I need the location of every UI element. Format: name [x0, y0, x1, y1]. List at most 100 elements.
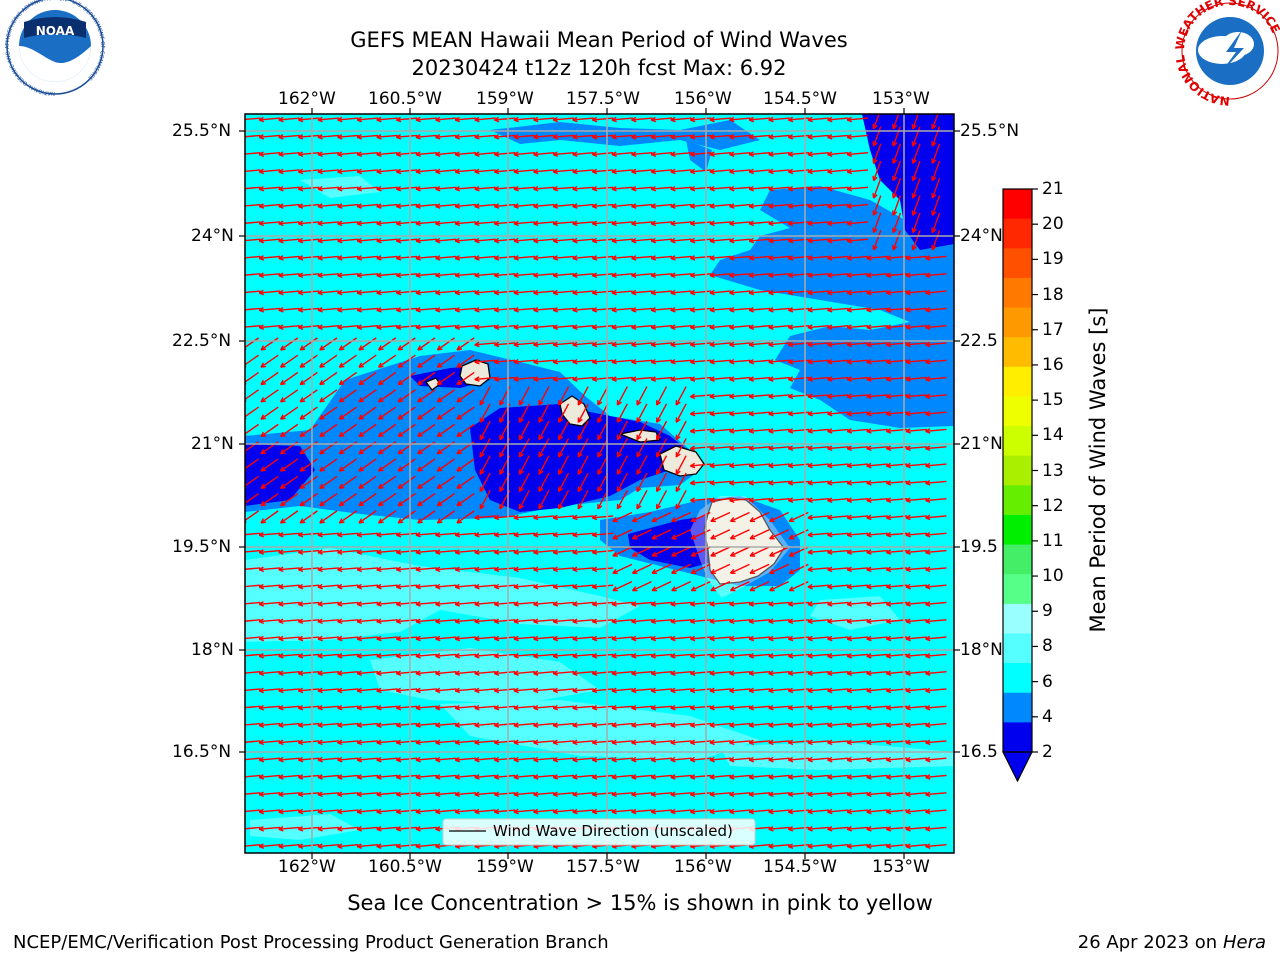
wave-arrow-shaft [847, 740, 869, 744]
wave-arrow-head [846, 445, 853, 452]
wave-arrow-head [572, 774, 578, 780]
wave-arrow-shaft [749, 792, 771, 796]
wave-arrow-shaft [592, 809, 614, 813]
wave-arrow-shaft [513, 532, 535, 536]
wave-arrow-shaft [592, 636, 614, 640]
wave-arrow-head [729, 497, 735, 503]
wave-arrow-head [675, 434, 681, 441]
wave-arrow-head [787, 168, 794, 175]
wave-arrow-shaft [553, 169, 575, 173]
wave-arrow-shaft [807, 273, 829, 277]
wave-arrow-head [827, 151, 833, 157]
wave-arrow-head [729, 203, 735, 209]
wave-arrow-shaft [415, 774, 437, 779]
wave-arrow-shaft [415, 567, 437, 571]
wave-arrow-head [533, 514, 539, 521]
wave-arrow-head [650, 203, 657, 209]
wave-arrow-shaft [553, 809, 575, 813]
wave-arrow-head [591, 203, 598, 209]
wave-arrow-head [435, 185, 441, 192]
wave-arrow-shaft [616, 420, 628, 440]
wave-arrow-shaft [905, 463, 927, 467]
wave-arrow-shaft [690, 342, 712, 346]
wave-arrow-head [397, 362, 404, 368]
wave-arrow-shaft [749, 428, 771, 433]
wave-arrow-shaft [827, 619, 849, 623]
wave-arrow-head [454, 324, 461, 330]
wave-arrow-shaft [768, 636, 790, 640]
wave-arrow-head [768, 704, 774, 711]
wave-arrow-head [709, 237, 715, 244]
axis-ticks [239, 108, 960, 859]
wave-arrow-shaft [513, 169, 535, 173]
wave-arrow-shaft [378, 354, 397, 368]
wave-arrow-shaft [592, 601, 614, 606]
wave-arrow-shaft [866, 619, 888, 623]
wave-arrow-head [557, 417, 564, 423]
wave-arrow-shaft [396, 549, 418, 554]
wave-arrow-head [258, 722, 265, 728]
wave-arrow-head [885, 272, 892, 279]
wave-arrow-head [925, 497, 931, 503]
wave-arrow-shaft [807, 740, 829, 744]
wave-arrow-shaft [905, 792, 927, 796]
wave-arrow-head [415, 307, 421, 313]
wave-arrow-head [670, 376, 676, 382]
wave-arrow-head [905, 480, 911, 486]
wave-arrow-shaft [690, 705, 712, 709]
wave-arrow-shaft [337, 221, 359, 225]
wave-arrow-head [846, 843, 853, 849]
wave-arrow-shaft [435, 532, 457, 536]
wave-arrow-head [240, 654, 245, 658]
wave-arrow-shaft [866, 428, 888, 433]
wave-arrow-shaft [709, 238, 731, 242]
wave-arrow-head [591, 704, 598, 711]
wave-arrow-shaft [494, 636, 516, 640]
wave-arrow-head [395, 307, 402, 313]
wave-arrow-shaft [357, 169, 379, 173]
wave-arrow-shaft [827, 394, 849, 398]
wave-arrow-head [846, 808, 853, 815]
wave-arrow-head [905, 808, 911, 815]
wave-arrow-head [395, 756, 402, 763]
wave-arrow-head [866, 722, 872, 728]
wave-arrow-shaft [376, 670, 398, 675]
wave-arrow-shaft [572, 722, 594, 727]
wave-arrow-shaft [533, 342, 555, 346]
wave-arrow-head [278, 203, 284, 209]
wave-arrow-shaft [631, 273, 653, 277]
wave-arrow-shaft [572, 705, 594, 709]
wave-arrow-head [474, 670, 480, 676]
wave-arrow-head [827, 393, 833, 400]
wave-arrow-shaft [866, 255, 888, 260]
wave-arrow-head [748, 410, 755, 417]
wave-arrow-head [905, 791, 911, 798]
wave-arrow-shaft [807, 342, 829, 346]
wave-arrow-head [787, 185, 794, 192]
wave-arrow-head [650, 358, 657, 365]
wave-arrow-shaft [611, 151, 633, 156]
wave-arrow-shaft [827, 515, 849, 519]
wave-arrow-head [748, 376, 755, 382]
wave-arrow-head [655, 451, 662, 458]
wave-arrow-head [297, 185, 304, 192]
map-frame [244, 113, 955, 854]
wave-arrow-shaft [278, 688, 300, 692]
wave-arrow-shaft [769, 511, 790, 522]
wave-arrow-shaft [298, 636, 320, 640]
wave-arrow-shaft [768, 307, 790, 311]
wave-arrow-head [631, 255, 637, 261]
wave-arrow-shaft [670, 619, 692, 623]
wave-arrow-shaft [396, 826, 418, 830]
wave-arrow-head [905, 514, 911, 521]
wave-arrow-shaft [788, 757, 810, 761]
wave-arrow-head [885, 531, 892, 538]
wave-arrow-shaft [259, 273, 281, 277]
wave-arrow-shaft [572, 255, 594, 260]
wave-arrow-shaft [670, 359, 692, 363]
wave-arrow-head [435, 203, 441, 209]
wave-arrow-head [729, 722, 735, 728]
wave-arrow-shaft [396, 653, 418, 657]
wave-arrow-shaft [768, 722, 790, 727]
wave-arrow-head [866, 704, 872, 711]
